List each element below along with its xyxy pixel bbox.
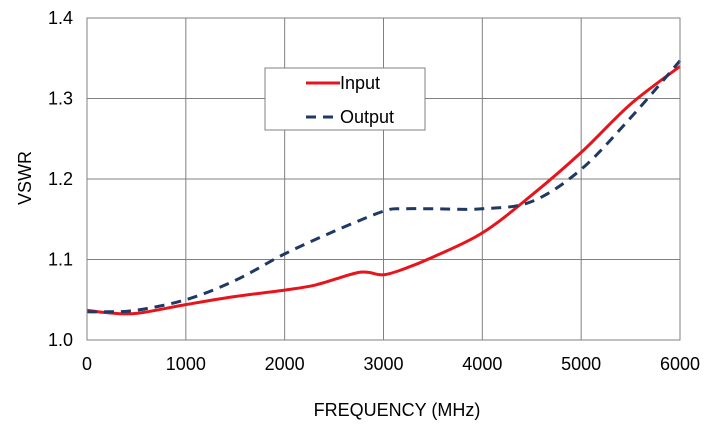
y-tick-label: 1.4 — [48, 8, 73, 28]
x-tick-label: 2000 — [265, 354, 305, 374]
legend-label-input: Input — [340, 73, 380, 93]
legend: Input Output — [264, 67, 426, 131]
legend-box — [264, 67, 426, 131]
x-tick-label: 6000 — [660, 354, 700, 374]
x-tick-label: 1000 — [166, 354, 206, 374]
x-tick-label: 5000 — [561, 354, 601, 374]
y-axis-title: VSWR — [15, 151, 35, 205]
series-layer — [86, 59, 682, 316]
x-axis-title: FREQUENCY (MHz) — [314, 400, 481, 420]
legend-label-output: Output — [340, 107, 394, 127]
y-tick-labels: 1.0 1.1 1.2 1.3 1.4 — [48, 8, 73, 350]
x-tick-labels: 0 1000 2000 3000 4000 5000 6000 — [82, 354, 700, 374]
y-tick-label: 1.2 — [48, 169, 73, 189]
x-tick-label: 0 — [82, 354, 92, 374]
x-tick-label: 4000 — [462, 354, 502, 374]
x-tick-label: 3000 — [363, 354, 403, 374]
y-tick-label: 1.3 — [48, 89, 73, 109]
y-tick-label: 1.0 — [48, 330, 73, 350]
y-tick-label: 1.1 — [48, 250, 73, 270]
plot-border — [86, 17, 681, 341]
series-line-input — [86, 65, 681, 316]
